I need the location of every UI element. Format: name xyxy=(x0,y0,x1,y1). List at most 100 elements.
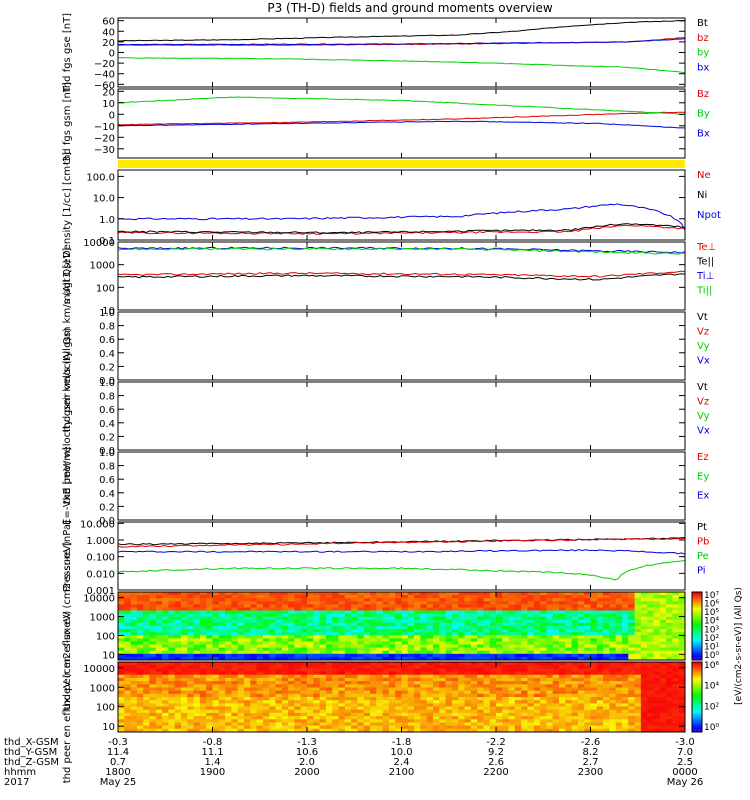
spectrogram-cell xyxy=(420,697,428,701)
spectrogram-cell xyxy=(464,619,472,624)
spectrogram-cell xyxy=(319,722,327,727)
spectrogram-cell xyxy=(640,706,648,711)
spectrogram-cell xyxy=(262,638,270,642)
spectrogram-cell xyxy=(445,622,453,627)
spectrogram-cell xyxy=(565,665,572,669)
spectrogram-cell xyxy=(489,641,497,645)
spectrogram-cell xyxy=(445,665,453,669)
spectrogram-cell xyxy=(218,616,226,621)
spectrogram-cell xyxy=(168,671,176,676)
spectrogram-cell xyxy=(508,709,516,714)
spectrogram-cell xyxy=(162,601,169,605)
spectrogram-cell xyxy=(370,684,377,688)
spectrogram-cell xyxy=(659,703,667,707)
spectrogram-cell xyxy=(407,592,415,596)
spectrogram-cell xyxy=(596,619,604,624)
spectrogram-cell xyxy=(407,684,415,688)
footer-tick-y: 10.0 xyxy=(390,747,412,758)
spectrogram-cell xyxy=(590,656,598,661)
spectrogram-cell xyxy=(609,601,617,605)
spectrogram-cell xyxy=(426,668,434,672)
spectrogram-cell xyxy=(136,687,144,692)
spectrogram-cell xyxy=(401,700,409,704)
colorbar-cell xyxy=(692,664,702,668)
spectrogram-cell xyxy=(319,638,327,642)
spectrogram-cell xyxy=(426,644,434,648)
spectrogram-cell xyxy=(647,613,654,618)
spectrogram-cell xyxy=(540,644,547,648)
spectrogram-cell xyxy=(130,598,138,602)
series-line-Bt xyxy=(117,19,686,42)
spectrogram-cell xyxy=(521,677,528,682)
spectrogram-cell xyxy=(168,706,176,711)
spectrogram-cell xyxy=(344,725,352,730)
colorbar-tick-label: 10⁷ xyxy=(704,591,719,601)
spectrogram-cell xyxy=(269,656,276,661)
spectrogram-cell xyxy=(584,656,591,661)
spectrogram-cell xyxy=(325,626,333,630)
spectrogram-cell xyxy=(470,728,478,733)
spectrogram-cell xyxy=(407,644,415,648)
spectrogram-cell xyxy=(666,638,673,642)
spectrogram-cell xyxy=(659,595,667,599)
spectrogram-cell xyxy=(199,712,207,717)
spectrogram-cell xyxy=(351,595,358,599)
spectrogram-cell xyxy=(218,671,226,676)
spectrogram-cell xyxy=(546,626,554,630)
spectrogram-cell xyxy=(244,668,251,672)
spectrogram-cell xyxy=(206,693,213,698)
spectrogram-cell xyxy=(577,595,585,599)
spectrogram-cell xyxy=(609,671,617,676)
spectrogram-cell xyxy=(634,706,642,711)
spectrogram-cell xyxy=(565,647,572,652)
spectrogram-cell xyxy=(382,728,390,733)
spectrogram-cell xyxy=(451,616,459,621)
spectrogram-cell xyxy=(262,595,270,599)
spectrogram-cell xyxy=(477,697,484,701)
spectrogram-cell xyxy=(193,607,201,611)
spectrogram-cell xyxy=(237,622,245,627)
spectrogram-cell xyxy=(244,622,251,627)
spectrogram-cell xyxy=(281,629,289,633)
spectrogram-cell xyxy=(628,613,635,618)
spectrogram-cell xyxy=(370,690,377,695)
spectrogram-cell xyxy=(451,595,459,599)
spectrogram-cell xyxy=(622,665,629,669)
spectrogram-cell xyxy=(357,619,365,624)
spectrogram-cell xyxy=(508,700,516,704)
spectrogram-cell xyxy=(552,703,560,707)
spectrogram-cell xyxy=(275,629,283,633)
spectrogram-cell xyxy=(351,601,358,605)
spectrogram-cell xyxy=(256,674,264,679)
spectrogram-cell xyxy=(357,653,365,658)
spectrogram-cell xyxy=(199,647,207,652)
spectrogram-cell xyxy=(647,632,654,636)
footer-tick-x: -2.2 xyxy=(486,737,506,748)
spectrogram-cell xyxy=(458,629,465,633)
spectrogram-cell xyxy=(307,671,314,676)
spectrogram-cell xyxy=(439,598,446,602)
spectrogram-cell xyxy=(193,668,201,672)
spectrogram-cell xyxy=(307,610,314,614)
spectrogram-cell xyxy=(281,653,289,658)
spectrogram-cell xyxy=(483,607,491,611)
spectrogram-cell xyxy=(294,690,302,695)
spectrogram-cell xyxy=(124,712,131,717)
spectrogram-cell xyxy=(584,697,591,701)
spectrogram-cell xyxy=(174,712,182,717)
spectrogram-cell xyxy=(628,668,635,672)
spectrogram-cell xyxy=(672,592,680,596)
spectrogram-cell xyxy=(357,595,365,599)
spectrogram-cell xyxy=(231,674,239,679)
spectrogram-cell xyxy=(212,644,220,648)
spectrogram-cell xyxy=(168,681,176,685)
spectrogram-cell xyxy=(250,607,257,611)
spectrogram-cell xyxy=(559,671,566,676)
spectrogram-cell xyxy=(584,700,591,704)
spectrogram-cell xyxy=(325,662,333,666)
spectrogram-cell xyxy=(206,725,213,730)
spectrogram-cell xyxy=(666,613,673,618)
spectrogram-cell xyxy=(155,662,163,666)
spectrogram-cell xyxy=(193,619,201,624)
